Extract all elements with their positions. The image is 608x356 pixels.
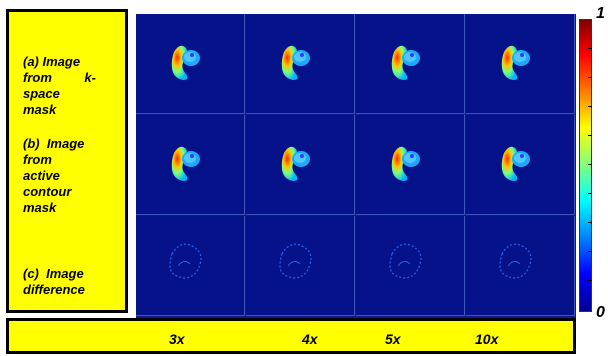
colorbar-tick [588,106,592,107]
row-label-b-line4: contour [23,184,72,199]
image-cell [466,115,575,215]
colorbar-tick [588,222,592,223]
factor-label-3x: 3x [169,331,185,347]
image-cell [466,14,575,114]
row-label-b-line5: mask [23,200,57,215]
colorbar-tick [588,164,592,165]
row-label-a: (a) Image from k- space mask [23,54,121,118]
row-label-b-line2: from [23,152,52,167]
colorbar-tick [588,251,592,252]
colorbar-max-label: 1 [596,5,605,22]
colorbar-tick [588,48,592,49]
colorbar-tick [588,77,592,78]
colorbar [579,19,592,312]
row-label-c-line1: (c) Image [23,266,84,281]
factor-label-4x: 4x [302,331,318,347]
colorbar-min-label: 0 [596,304,605,321]
image-cell [356,14,465,114]
image-cell [246,14,355,114]
row-label-a-line3: space [23,86,60,101]
colorbar-tick [588,280,592,281]
image-cell [246,115,355,215]
row-label-a-line2: from k- [23,70,96,85]
factor-label-5x: 5x [385,331,401,347]
row-label-c-line2: difference [23,282,85,297]
image-cell [136,216,245,316]
colorbar-tick [588,135,592,136]
image-grid [136,14,576,318]
image-cell [466,216,575,316]
acceleration-factor-bar: 3x 4x 5x 10x [6,318,576,354]
colorbar-tick [588,193,592,194]
image-cell [246,216,355,316]
row-label-c: (c) Image difference [23,266,121,298]
image-cell [136,14,245,114]
row-label-b-line1: (b) Image [23,136,85,151]
row-label-a-line4: mask [23,102,57,117]
row-label-panel: (a) Image from k- space mask (b) Image f… [6,9,128,313]
image-cell [136,115,245,215]
image-cell [356,115,465,215]
factor-label-10x: 10x [475,331,499,347]
image-cell [356,216,465,316]
row-label-a-line1: (a) Image [23,54,81,69]
row-label-b: (b) Image from active contour mask [23,136,121,216]
row-label-b-line3: active [23,168,60,183]
